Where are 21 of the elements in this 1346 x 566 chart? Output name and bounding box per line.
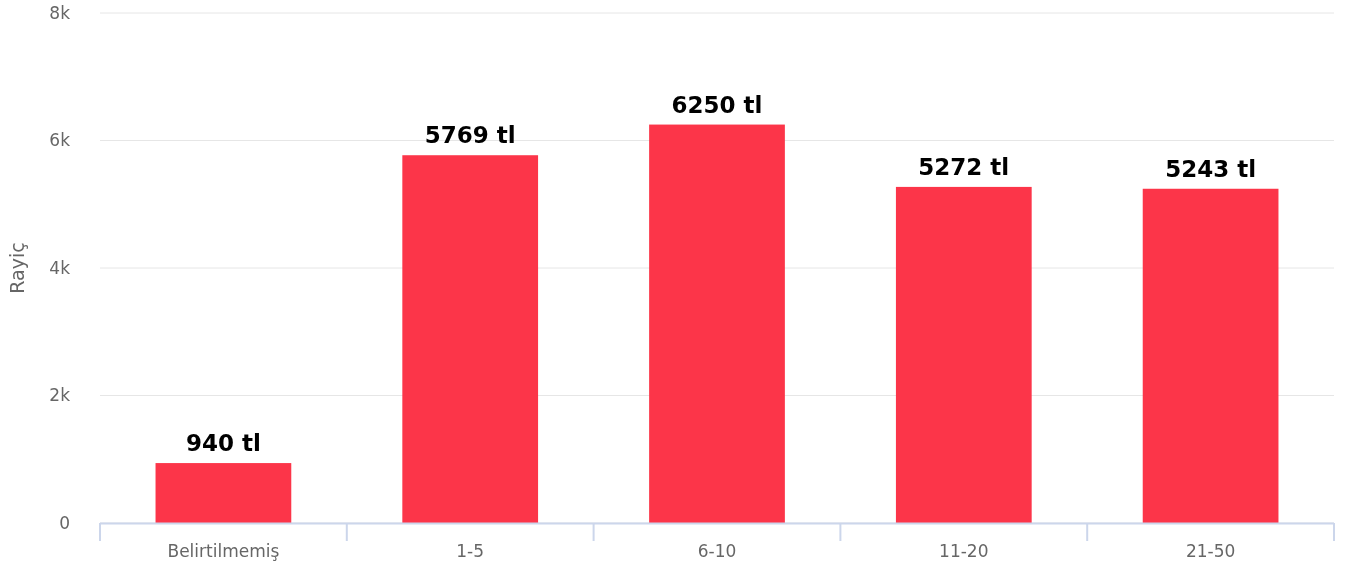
data-label: 940 tl <box>185 430 261 457</box>
bar <box>895 186 1032 523</box>
y-tick-label: 2k <box>49 385 71 406</box>
y-axis-title: Rayiç <box>6 242 28 294</box>
bar <box>155 463 292 523</box>
x-tick-label: Belirtilmemiş <box>167 541 280 561</box>
y-tick-label: 4k <box>49 257 71 278</box>
y-tick-label: 6k <box>49 130 71 151</box>
x-tick-label: 1-5 <box>456 541 485 561</box>
x-tick-label: 21-50 <box>1185 541 1236 561</box>
data-label: 5769 tl <box>424 122 516 149</box>
data-label: 5243 tl <box>1165 155 1257 182</box>
data-label: 6250 tl <box>671 91 763 118</box>
x-tick-label: 6-10 <box>697 541 737 561</box>
x-tick-label: 11-20 <box>939 541 989 561</box>
data-label: 5272 tl <box>918 153 1010 180</box>
y-tick-label: 8k <box>49 2 71 23</box>
bar <box>649 124 785 523</box>
bar <box>1142 188 1279 523</box>
bar <box>402 155 539 523</box>
y-tick-label: 0 <box>59 512 70 533</box>
